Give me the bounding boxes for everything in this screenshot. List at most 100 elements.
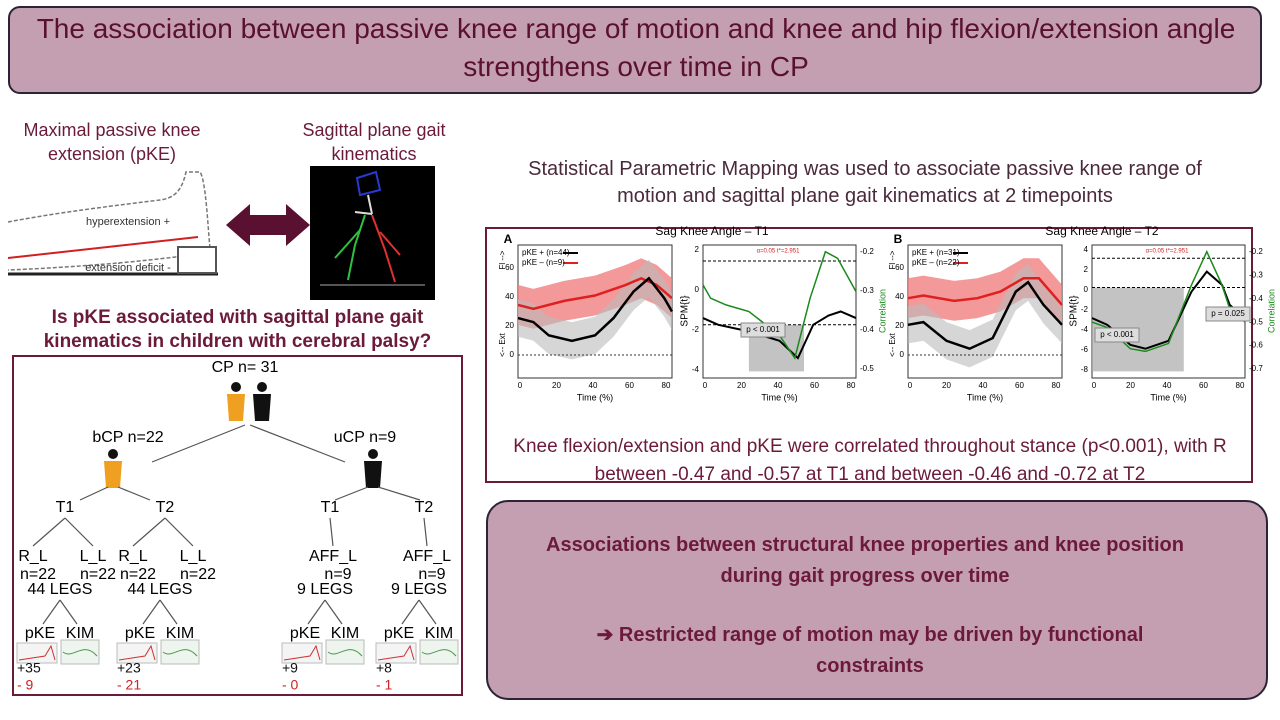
label: n=9 <box>418 566 445 583</box>
spm-curve <box>702 310 857 360</box>
label: 40 <box>589 381 598 390</box>
label: 20 <box>895 321 904 330</box>
label: 20 <box>505 321 514 330</box>
tree-arrow <box>132 517 166 547</box>
tree-arrow <box>159 599 178 625</box>
thumb-line <box>327 649 363 657</box>
label: Sag Knee Angle – T2 <box>1045 224 1159 238</box>
label: Correlation <box>1266 289 1276 333</box>
label: Fl --> <box>888 250 897 269</box>
label: <-- Ext <box>888 332 897 357</box>
p-box <box>1205 306 1251 322</box>
double-arrow <box>226 204 310 246</box>
label: +35 <box>17 660 41 676</box>
label: pKE <box>384 625 414 642</box>
label: SPM{t} <box>1069 295 1080 327</box>
label: n=22 <box>120 566 156 583</box>
thumb <box>375 642 417 664</box>
label: Fl --> <box>498 250 507 269</box>
question: Is pKE associated with sagittal plane ga… <box>43 307 432 352</box>
label: 40 <box>979 381 988 390</box>
label: p < 0.001 <box>1100 330 1134 339</box>
label: -6 <box>1081 345 1089 354</box>
stick <box>367 194 373 215</box>
stick <box>379 231 401 256</box>
thumb-line <box>162 649 198 657</box>
person-body <box>364 461 382 488</box>
p-box <box>740 322 786 338</box>
label: 40 <box>505 292 514 301</box>
stick <box>355 170 382 197</box>
label: T2 <box>156 499 175 516</box>
label: T1 <box>56 499 75 516</box>
tree-arrow <box>59 599 78 625</box>
tree-arrow <box>329 517 334 547</box>
stick <box>354 211 373 215</box>
label: n=9 <box>324 566 351 583</box>
tree-arrow <box>249 424 346 463</box>
band-gray <box>518 259 672 360</box>
label: 60 <box>1199 381 1208 390</box>
stick <box>334 229 361 259</box>
tree-arrow <box>117 486 151 501</box>
thumb <box>16 642 58 664</box>
tree-arrow <box>418 599 437 625</box>
label: 44 LEGS <box>128 581 193 598</box>
label: Time (%) <box>1150 392 1186 402</box>
label: 20 <box>737 381 746 390</box>
label: 4 <box>1084 245 1089 254</box>
label: 0 <box>908 381 913 390</box>
person-body <box>253 394 271 421</box>
label: 0 <box>703 381 708 390</box>
label: Time (%) <box>761 392 797 402</box>
label: KIM <box>425 625 453 642</box>
tree-arrow <box>64 517 94 547</box>
label: - 21 <box>117 677 141 693</box>
label: -2 <box>692 325 700 334</box>
thumb-line <box>421 649 457 657</box>
label: A <box>504 232 513 246</box>
label: -4 <box>1081 325 1089 334</box>
label: KIM <box>166 625 194 642</box>
label: 80 <box>1052 381 1061 390</box>
label: 60 <box>895 263 904 272</box>
label: pKE + (n=31) <box>912 248 960 257</box>
label: 80 <box>847 381 856 390</box>
label: 9 LEGS <box>391 581 447 598</box>
tree-arrow <box>401 599 420 625</box>
label: 60 <box>505 263 514 272</box>
finding: Associations between structural knee pro… <box>546 534 1184 587</box>
label: 40 <box>1163 381 1172 390</box>
label: n=22 <box>180 566 216 583</box>
label: -0.5 <box>1249 317 1263 326</box>
implication: ➔ Restricted range of motion may be driv… <box>596 624 1144 677</box>
label: SPM{t} <box>680 295 691 327</box>
label: 0 <box>510 350 515 359</box>
label: 2 <box>1084 265 1089 274</box>
tree-arrow <box>307 599 326 625</box>
person-head <box>368 449 378 459</box>
label: CP n= 31 <box>212 359 279 376</box>
label: - 0 <box>282 677 299 693</box>
thumb-line <box>377 644 415 661</box>
label: α=0.05 t*=2.951 <box>757 249 801 255</box>
label: pKE <box>25 625 55 642</box>
label: -0.3 <box>1249 271 1263 280</box>
label: -0.6 <box>1249 341 1263 350</box>
methods-text: Statistical Parametric Mapping was used … <box>528 158 1202 207</box>
label: 0 <box>900 350 905 359</box>
title: The association between passive knee ran… <box>36 13 1236 82</box>
person-body <box>104 461 122 488</box>
curve-red <box>907 277 1063 306</box>
label: 60 <box>1015 381 1024 390</box>
label: 9 LEGS <box>297 581 353 598</box>
label: -0.3 <box>860 286 874 295</box>
label: 80 <box>1236 381 1245 390</box>
person-body <box>227 394 245 421</box>
label: R_L <box>118 548 147 565</box>
label: pKE <box>290 625 320 642</box>
curve-black <box>907 280 1063 351</box>
tree-box <box>12 355 463 696</box>
